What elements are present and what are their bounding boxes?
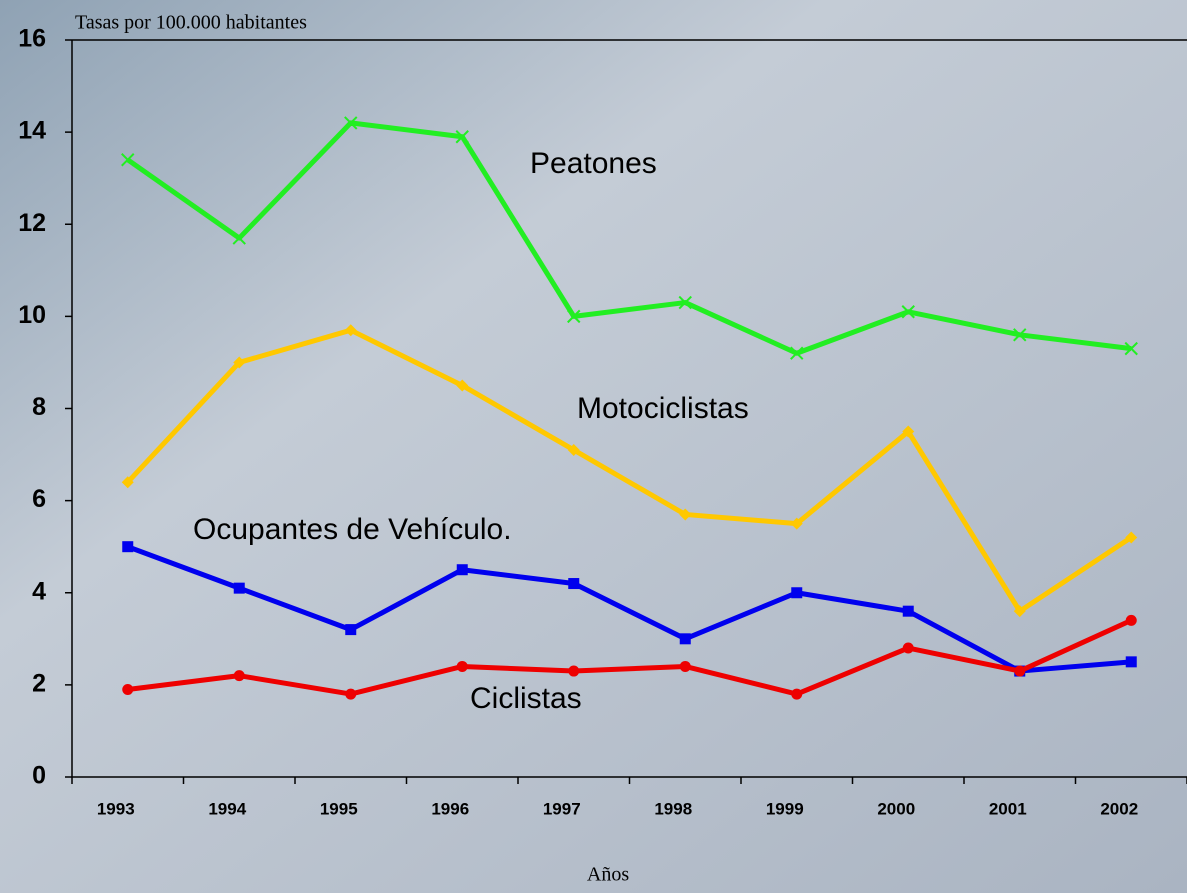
y-tick-label: 10 (18, 301, 46, 329)
marker (902, 642, 914, 654)
marker (456, 379, 469, 392)
marker (791, 587, 803, 599)
x-tick-label: 1998 (654, 799, 692, 818)
series-label: Ciclistas (470, 682, 582, 715)
marker (901, 305, 915, 319)
x-tick-label: 1994 (208, 799, 246, 818)
marker (456, 564, 468, 576)
series-label: Ocupantes de Vehículo. (193, 513, 512, 546)
marker (1014, 665, 1026, 677)
marker (232, 231, 246, 245)
series-label: Peatones (530, 147, 657, 180)
marker (1013, 328, 1027, 342)
x-axis-label: Años (587, 864, 629, 886)
marker (345, 624, 357, 636)
marker (568, 665, 580, 677)
marker (790, 517, 803, 530)
marker (679, 633, 691, 645)
y-tick-label: 14 (18, 117, 46, 145)
y-tick-label: 0 (32, 762, 46, 790)
marker (902, 605, 914, 617)
marker (233, 582, 245, 594)
x-tick-label: 1996 (431, 799, 469, 818)
x-tick-label: 1997 (543, 799, 581, 818)
marker (233, 356, 246, 369)
x-tick-label: 2000 (877, 799, 915, 818)
marker (567, 309, 581, 324)
marker (790, 346, 804, 360)
marker (121, 476, 134, 489)
y-tick-label: 2 (32, 669, 46, 697)
series-line (127, 618, 1133, 697)
y-tick-label: 12 (18, 209, 46, 237)
x-tick-label: 1995 (320, 799, 358, 818)
marker (345, 688, 357, 700)
marker (679, 508, 692, 521)
marker (344, 324, 357, 337)
series-line (126, 120, 1132, 356)
marker (456, 660, 468, 672)
x-tick-label: 2001 (989, 799, 1027, 818)
marker (344, 116, 358, 130)
series-line (126, 544, 1132, 674)
marker (567, 443, 580, 456)
y-axis-label: Tasas por 100.000 habitantes (75, 12, 307, 34)
y-tick-label: 4 (32, 577, 46, 605)
marker (678, 295, 692, 310)
marker (679, 660, 691, 672)
marker (902, 425, 915, 438)
marker (568, 578, 580, 590)
marker (233, 670, 245, 682)
marker (122, 541, 134, 553)
marker (121, 153, 135, 167)
series-label: Motociclistas (577, 392, 749, 425)
marker (1013, 605, 1026, 618)
y-tick-label: 6 (32, 485, 46, 513)
marker (1124, 341, 1138, 356)
marker (1125, 656, 1137, 668)
marker (455, 130, 469, 144)
y-tick-label: 8 (32, 393, 46, 421)
marker (1125, 531, 1138, 544)
marker (791, 688, 803, 700)
marker (122, 683, 134, 695)
x-tick-label: 2002 (1100, 799, 1138, 818)
x-tick-label: 1999 (766, 799, 804, 818)
marker (1125, 614, 1137, 626)
series-line (125, 327, 1133, 614)
y-tick-label: 16 (18, 25, 46, 53)
x-tick-label: 1993 (97, 799, 135, 818)
